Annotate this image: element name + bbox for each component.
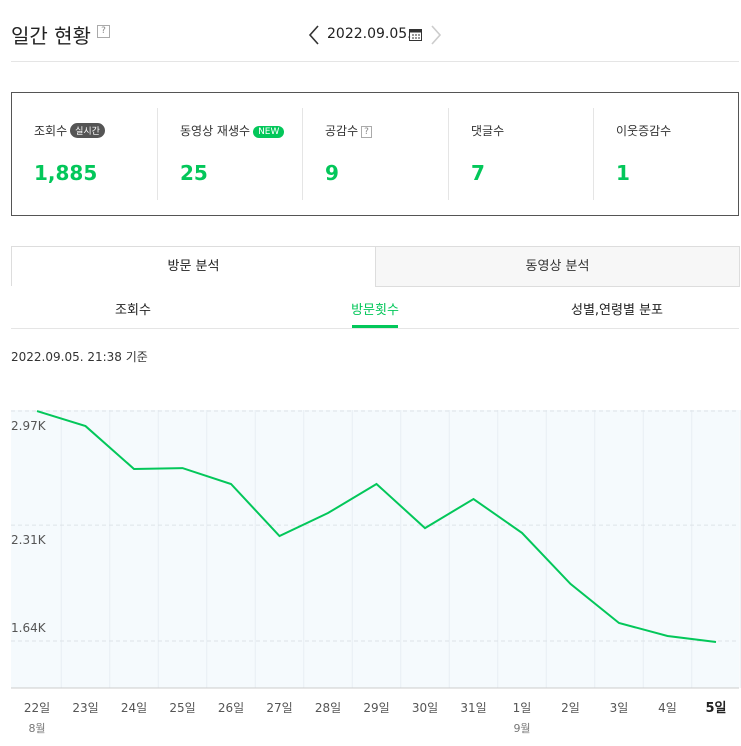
stat-label-text: 조회수 [34,124,68,138]
x-tick-label: 3일 [610,701,629,715]
stat-badge: 실시간 [70,123,105,138]
help-icon[interactable]: ? [97,25,110,38]
stat-label: 댓글수 [471,122,601,139]
stat-label-text: 동영상 재생수 [180,124,251,138]
x-tick-label: 2일 [561,701,580,715]
subtab-underline [352,325,398,328]
stat-value: 9 [325,161,339,185]
x-tick-label: 5일 [705,701,726,716]
stat-label: 조회수 실시간 [34,122,164,139]
timestamp: 2022.09.05. 21:38 기준 [11,350,148,364]
stat-label: 이웃증감수 [616,122,741,139]
stat-label-text: 이웃증감수 [616,124,672,138]
plot-background [11,410,739,688]
x-tick-label: 31일 [460,701,486,715]
stat-label-text: 공감수 [325,124,359,138]
x-month-label: 9월 [513,722,530,735]
data-line [36,410,717,644]
stat-separator [302,108,303,200]
stat-card: 조회수 실시간 1,885 [34,122,164,185]
x-tick-label: 29일 [363,701,389,715]
divider [11,328,739,329]
stat-badge[interactable]: ? [361,126,372,138]
x-tick-label: 24일 [121,701,147,715]
y-tick-label: 1.64K [11,621,47,635]
stat-value: 1,885 [34,161,98,185]
stat-card: 이웃증감수 1 [616,122,741,185]
subtab[interactable]: 성별,연령별 분포 [571,303,663,318]
stat-value: 25 [180,161,208,185]
stat-label: 공감수? [325,122,455,139]
stat-badge: NEW [253,126,285,138]
stat-separator [157,108,158,200]
stat-separator [448,108,449,200]
stat-value: 1 [616,161,630,185]
x-tick-label: 30일 [412,701,438,715]
x-tick-label: 22일 [24,701,50,715]
chart: 1.64K 2.31K 2.97K 22일 8월 23일 24일 25일 26일 27일 28일 29… [11,410,741,735]
page-title: 일간 현황 [11,24,91,48]
x-tick-label: 4일 [658,701,677,715]
subtab[interactable]: 조회수 [115,303,151,318]
stat-card: 동영상 재생수 NEW 25 [180,122,310,185]
y-tick-label: 2.97K [11,419,47,433]
stat-label: 동영상 재생수 NEW [180,122,310,139]
x-tick-label: 26일 [218,701,244,715]
tab[interactable]: 동영상 분석 [375,246,740,287]
next-arrow[interactable] [428,24,444,46]
stat-separator [593,108,594,200]
x-tick-label: 23일 [72,701,98,715]
x-tick-label: 1일 [513,701,532,715]
stat-value: 7 [471,161,485,185]
y-tick-label: 2.31K [11,533,47,547]
divider [11,61,739,62]
x-month-label: 8월 [28,722,45,735]
prev-arrow[interactable] [306,24,322,46]
x-tick-label: 28일 [315,701,341,715]
tab-active[interactable]: 방문 분석 [11,246,376,286]
stat-card: 공감수? 9 [325,122,455,185]
x-tick-label: 25일 [169,701,195,715]
stat-label-text: 댓글수 [471,124,505,138]
x-tick-label: 27일 [266,701,292,715]
summary-box [11,92,739,216]
calendar-icon[interactable] [408,26,424,42]
date: 2022.09.05. [327,26,412,42]
subtab-active[interactable]: 방문횟수 [351,303,399,318]
stat-card: 댓글수 7 [471,122,601,185]
